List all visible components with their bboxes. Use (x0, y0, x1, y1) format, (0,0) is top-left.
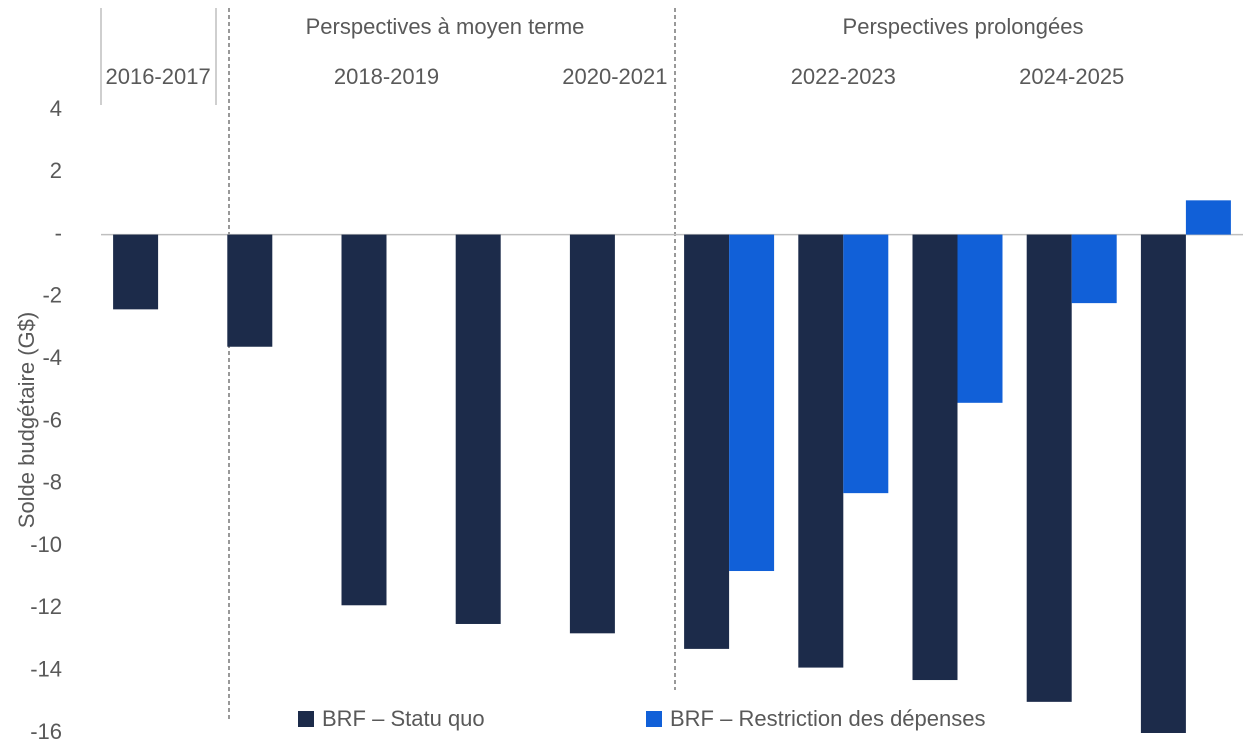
bar (455, 234, 501, 624)
x-tick-label: 2024-2025 (1019, 64, 1124, 89)
y-tick-label: -16 (30, 719, 62, 744)
y-tick-label: -14 (30, 657, 62, 682)
x-tick-label: 2016-2017 (105, 64, 210, 89)
y-tick-label: - (55, 220, 62, 245)
bar (1071, 234, 1117, 304)
bar (1026, 234, 1072, 702)
bar (684, 234, 730, 649)
bar (1185, 200, 1231, 235)
bar (341, 234, 387, 606)
bar (227, 234, 273, 347)
y-tick-label: 2 (50, 158, 62, 183)
bar (1140, 234, 1186, 733)
bar (569, 234, 615, 634)
legend-swatch (298, 711, 314, 727)
bar (113, 234, 159, 310)
bar (798, 234, 844, 668)
bar (912, 234, 958, 681)
y-tick-label: -12 (30, 594, 62, 619)
legend-label: BRF – Restriction des dépenses (670, 706, 986, 731)
y-tick-label: 4 (50, 96, 62, 121)
y-tick-label: -10 (30, 532, 62, 557)
y-tick-label: -8 (42, 470, 62, 495)
bar (729, 234, 775, 572)
y-tick-label: -4 (42, 345, 62, 370)
y-tick-label: -6 (42, 407, 62, 432)
y-axis-label: Solde budgétaire (G$) (14, 312, 39, 528)
bar (843, 234, 889, 494)
x-tick-label: 2018-2019 (334, 64, 439, 89)
y-tick-label: -2 (42, 283, 62, 308)
legend-swatch (646, 711, 662, 727)
period-label: Perspectives à moyen terme (306, 14, 585, 39)
legend-label: BRF – Statu quo (322, 706, 485, 731)
bar (957, 234, 1003, 403)
period-label: Perspectives prolongées (843, 14, 1084, 39)
x-tick-label: 2020-2021 (562, 64, 667, 89)
x-tick-label: 2022-2023 (791, 64, 896, 89)
